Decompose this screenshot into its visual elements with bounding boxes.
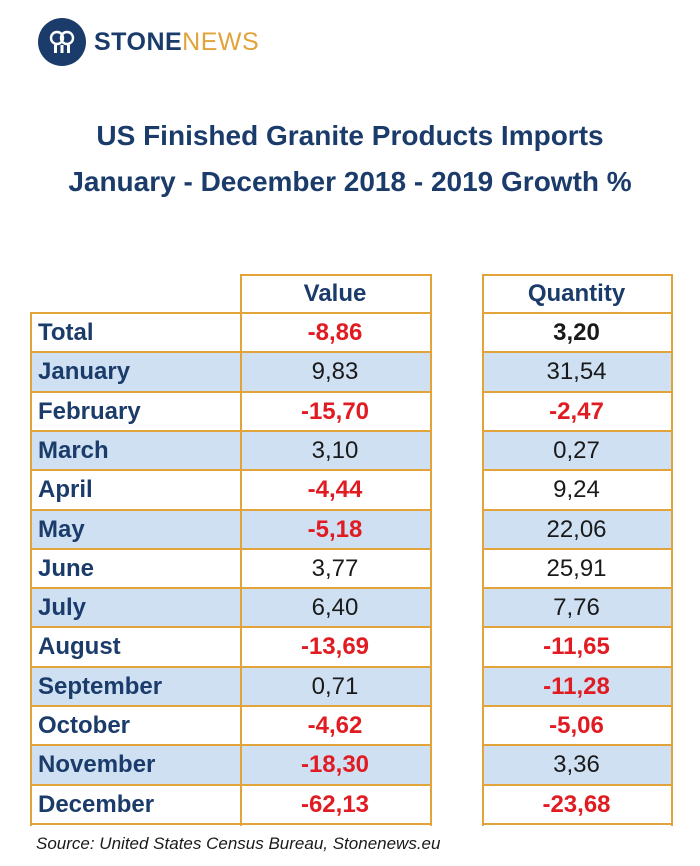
logo-wordmark: STONENEWS <box>94 28 259 57</box>
row-shade <box>30 745 430 785</box>
grid-line <box>30 823 432 825</box>
quantity-cell: 22,06 <box>546 515 607 543</box>
row-label: August <box>38 633 121 661</box>
grid-line <box>482 626 673 628</box>
grid-line <box>482 509 673 511</box>
quantity-cell: 25,91 <box>546 554 607 582</box>
source-note: Source: United States Census Bureau, Sto… <box>36 834 441 853</box>
quantity-cell: 3,36 <box>553 751 600 779</box>
grid-line <box>30 313 32 826</box>
header-quantity: Quantity <box>527 280 626 307</box>
quantity-cell: -11,65 <box>543 633 610 661</box>
grid-line <box>482 744 673 746</box>
grid-line <box>482 784 673 786</box>
grid-line <box>30 430 432 432</box>
grid-line <box>482 351 673 353</box>
quantity-cell: -23,68 <box>542 790 611 818</box>
grid-line <box>30 548 432 550</box>
grid-line <box>482 823 673 825</box>
grid-line <box>482 430 673 432</box>
grid-line <box>482 587 673 589</box>
quantity-cell: 0,27 <box>553 436 600 464</box>
quantity-cell: 3,20 <box>553 319 600 346</box>
grid-line <box>482 548 673 550</box>
grid-line <box>30 744 432 746</box>
logo-stone-text: STONE <box>94 27 183 56</box>
quantity-cell: 9,24 <box>553 476 600 504</box>
stonenews-logo: STONENEWS <box>38 18 259 66</box>
row-shade <box>482 352 671 392</box>
quantity-cell: 31,54 <box>546 358 607 386</box>
row-shade <box>30 666 430 706</box>
quantity-cell: -11,28 <box>543 672 610 700</box>
value-cell: 6,40 <box>311 594 359 622</box>
grid-line <box>482 705 673 707</box>
row-label: February <box>38 397 141 425</box>
value-cell: 3,77 <box>311 554 359 582</box>
chart-title-line2: January - December 2018 - 2019 Growth % <box>68 166 632 197</box>
grid-line <box>240 274 432 276</box>
row-label: January <box>38 358 131 386</box>
value-cell: 0,71 <box>311 672 359 700</box>
row-label: April <box>38 476 93 504</box>
grid-line <box>30 351 432 353</box>
quantity-cell: -5,06 <box>549 712 604 739</box>
grid-line <box>482 312 673 314</box>
value-cell: 3,10 <box>311 436 359 464</box>
grid-line <box>482 469 673 471</box>
logo-badge-icon <box>38 18 86 66</box>
grid-line <box>30 391 432 393</box>
value-cell: -8,86 <box>307 319 363 346</box>
chart-title-line1: US Finished Granite Products Imports <box>96 120 604 151</box>
grid-line <box>482 391 673 393</box>
grid-line <box>482 274 673 276</box>
value-cell: -62,13 <box>300 790 370 818</box>
row-shade <box>30 430 430 471</box>
grid-line <box>30 509 432 511</box>
quantity-cell: 7,76 <box>553 594 600 622</box>
grid-line <box>30 705 432 707</box>
grid-line <box>30 312 432 314</box>
row-shade <box>482 588 671 628</box>
grid-line <box>30 626 432 628</box>
row-label: Total <box>38 319 94 346</box>
value-cell: -4,44 <box>307 476 363 504</box>
row-label: September <box>38 672 163 700</box>
value-cell: -5,18 <box>307 515 363 543</box>
row-shade <box>482 430 671 471</box>
row-label: May <box>38 515 85 543</box>
logo-news-text: NEWS <box>182 27 260 56</box>
grid-line <box>30 666 432 668</box>
row-shade <box>482 666 671 706</box>
row-label: June <box>38 554 95 582</box>
value-cell: -18,30 <box>300 751 370 779</box>
row-label: November <box>38 751 156 779</box>
quantity-cell: -2,47 <box>549 397 604 425</box>
grid-line <box>30 587 432 589</box>
row-shade <box>482 509 671 549</box>
row-shade <box>482 745 671 785</box>
grid-line <box>30 784 432 786</box>
value-cell: 9,83 <box>311 358 359 386</box>
row-shade <box>30 352 430 392</box>
value-cell: -15,70 <box>300 397 370 425</box>
row-label: December <box>38 790 155 818</box>
grid-line <box>30 469 432 471</box>
row-shade <box>30 588 430 628</box>
row-shade <box>30 509 430 549</box>
header-value: Value <box>303 280 367 307</box>
row-label: March <box>38 436 109 464</box>
row-label: October <box>38 712 131 739</box>
value-cell: -4,62 <box>307 712 363 739</box>
grid-line <box>482 666 673 668</box>
value-cell: -13,69 <box>300 633 370 661</box>
row-label: July <box>38 594 87 622</box>
